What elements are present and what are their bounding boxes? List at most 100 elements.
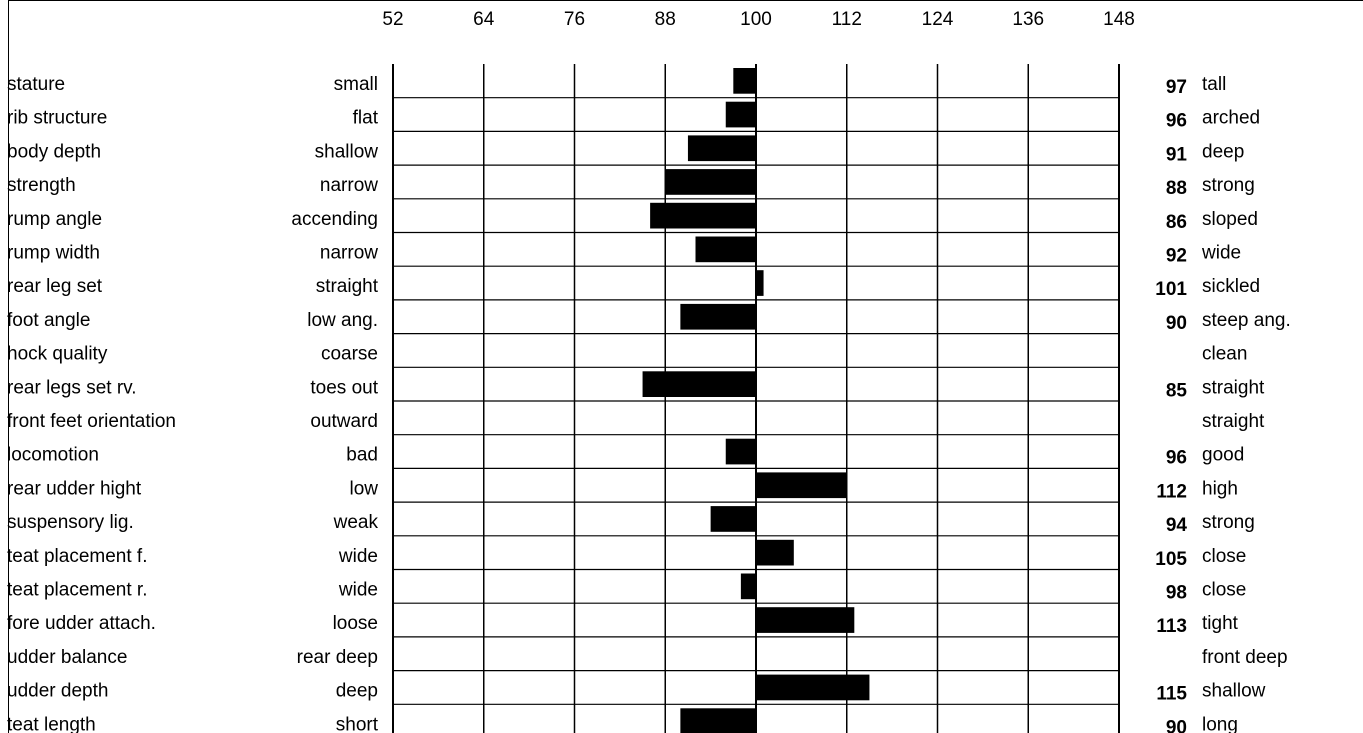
bar (725, 438, 756, 465)
bar (756, 607, 855, 633)
low-extreme-label: low ang. (307, 310, 378, 331)
high-extreme-label: sickled (1202, 276, 1260, 297)
low-extreme-label: toes out (310, 377, 378, 398)
high-extreme-label: tight (1202, 613, 1239, 634)
trait-label: rump angle (7, 209, 102, 230)
trait-label: teat length (7, 714, 96, 733)
bar (725, 101, 756, 128)
trait-label: front feet orientation (7, 411, 176, 432)
high-extreme-label: clean (1202, 344, 1247, 365)
bar (756, 270, 764, 296)
bar (756, 539, 794, 566)
low-extreme-label: accending (291, 209, 378, 230)
x-tick-label: 112 (832, 9, 862, 30)
low-extreme-label: small (334, 74, 378, 95)
value-label: 113 (1156, 616, 1187, 637)
low-extreme-label: straight (316, 276, 379, 297)
high-extreme-label: close (1202, 580, 1246, 601)
trait-label: rear leg set (7, 276, 103, 297)
x-tick-label: 64 (473, 9, 495, 30)
high-extreme-label: tall (1202, 74, 1226, 95)
low-extreme-label: coarse (321, 344, 378, 365)
low-extreme-label: outward (310, 411, 378, 432)
value-label: 91 (1166, 144, 1188, 165)
trait-label: foot angle (7, 310, 90, 331)
bar (650, 202, 756, 229)
trait-label: suspensory lig. (7, 512, 134, 533)
bar (687, 135, 756, 162)
chart-frame (8, 0, 1363, 733)
low-extreme-label: shallow (315, 141, 379, 162)
trait-label: rib structure (7, 108, 107, 129)
low-extreme-label: loose (333, 613, 378, 634)
bar (695, 236, 756, 263)
value-label: 101 (1155, 279, 1187, 300)
bar (756, 472, 847, 499)
low-extreme-label: bad (346, 445, 378, 466)
high-extreme-label: steep ang. (1202, 310, 1291, 331)
low-extreme-label: short (336, 714, 379, 733)
x-tick-label: 148 (1103, 9, 1135, 30)
bar (642, 371, 756, 397)
value-label: 86 (1166, 212, 1187, 233)
trait-label: fore udder attach. (7, 613, 156, 634)
bar (710, 506, 756, 532)
value-label: 105 (1155, 549, 1187, 570)
trait-label: body depth (7, 141, 101, 162)
trait-label: hock quality (7, 344, 108, 365)
x-tick-label: 100 (740, 9, 772, 30)
high-extreme-label: sloped (1202, 209, 1258, 230)
high-extreme-label: shallow (1202, 681, 1266, 702)
high-extreme-label: high (1202, 478, 1238, 499)
trait-label: udder depth (7, 681, 108, 702)
low-extreme-label: narrow (320, 243, 378, 264)
bar (680, 303, 756, 330)
value-label: 96 (1166, 448, 1187, 469)
bar (740, 573, 756, 600)
low-extreme-label: deep (336, 681, 378, 702)
trait-label: rump width (7, 243, 100, 264)
value-label: 112 (1156, 481, 1187, 502)
high-extreme-label: strong (1202, 512, 1255, 533)
trait-label: udder balance (7, 647, 127, 668)
low-extreme-label: wide (338, 580, 378, 601)
value-label: 96 (1166, 111, 1187, 132)
bar (680, 708, 756, 733)
bar (733, 68, 756, 94)
trait-label: teat placement f. (7, 546, 147, 567)
trait-label: stature (7, 74, 65, 95)
x-tick-label: 136 (1012, 9, 1044, 30)
high-extreme-label: strong (1202, 175, 1255, 196)
x-tick-label: 52 (382, 9, 403, 30)
low-extreme-label: low (349, 478, 378, 499)
trait-label: rear udder hight (7, 478, 142, 499)
x-tick-label: 124 (922, 9, 954, 30)
value-label: 94 (1166, 515, 1188, 536)
value-label: 90 (1166, 313, 1187, 334)
low-extreme-label: flat (353, 108, 379, 129)
value-label: 88 (1166, 178, 1187, 199)
high-extreme-label: good (1202, 445, 1244, 466)
trait-label: teat placement r. (7, 580, 147, 601)
x-tick-label: 76 (564, 9, 585, 30)
value-label: 97 (1166, 77, 1187, 98)
high-extreme-label: wide (1201, 243, 1241, 264)
high-extreme-label: arched (1202, 108, 1260, 129)
low-extreme-label: wide (338, 546, 378, 567)
bar (756, 674, 870, 701)
low-extreme-label: rear deep (297, 647, 378, 668)
high-extreme-label: front deep (1202, 647, 1288, 668)
high-extreme-label: deep (1202, 141, 1244, 162)
high-extreme-label: straight (1202, 377, 1265, 398)
x-tick-label: 88 (655, 9, 676, 30)
high-extreme-label: long (1202, 714, 1238, 733)
value-label: 92 (1166, 246, 1187, 267)
value-label: 98 (1166, 583, 1187, 604)
value-label: 115 (1156, 684, 1187, 705)
value-label: 85 (1166, 380, 1188, 401)
trait-label: rear legs set rv. (7, 377, 137, 398)
low-extreme-label: narrow (320, 175, 378, 196)
value-label: 90 (1166, 717, 1187, 733)
bar (665, 169, 756, 195)
